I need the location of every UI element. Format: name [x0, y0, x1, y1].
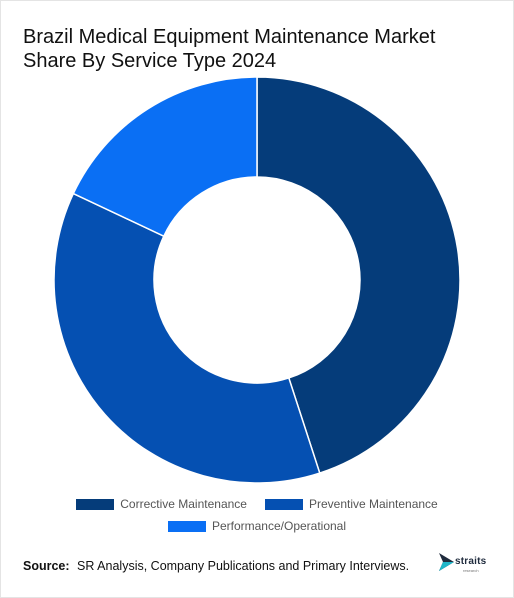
legend-label: Corrective Maintenance [120, 497, 247, 511]
source-label: Source: [23, 559, 70, 573]
donut-chart [53, 76, 461, 484]
legend-row: Corrective Maintenance Preventive Mainten… [1, 494, 513, 514]
chart-legend: Corrective Maintenance Preventive Mainten… [1, 494, 513, 538]
legend-item[interactable]: Performance/Operational [167, 519, 347, 533]
legend-item[interactable]: Preventive Maintenance [264, 497, 438, 511]
donut-slice-preventive-maintenance[interactable] [53, 192, 321, 484]
donut-slice-performance-operational[interactable] [72, 76, 258, 238]
legend-swatch [264, 498, 303, 510]
legend-swatch [76, 498, 115, 510]
brand-logo: straits research [437, 551, 499, 579]
brand-name: straits [455, 556, 487, 567]
legend-label: Preventive Maintenance [308, 497, 438, 511]
legend-item[interactable]: Corrective Maintenance [76, 497, 247, 511]
brand-sub: research [463, 568, 479, 573]
legend-swatch [167, 520, 206, 532]
source-text: SR Analysis, Company Publications and Pr… [77, 559, 410, 573]
source-note: Source: SR Analysis, Company Publication… [23, 559, 409, 573]
legend-label: Performance/Operational [211, 519, 347, 533]
brand-arrow-icon [439, 553, 454, 571]
chart-title: Brazil Medical Equipment Maintenance Mar… [23, 26, 436, 72]
donut-slice-corrective-maintenance[interactable] [256, 76, 461, 475]
legend-row: Performance/Operational [1, 516, 513, 536]
